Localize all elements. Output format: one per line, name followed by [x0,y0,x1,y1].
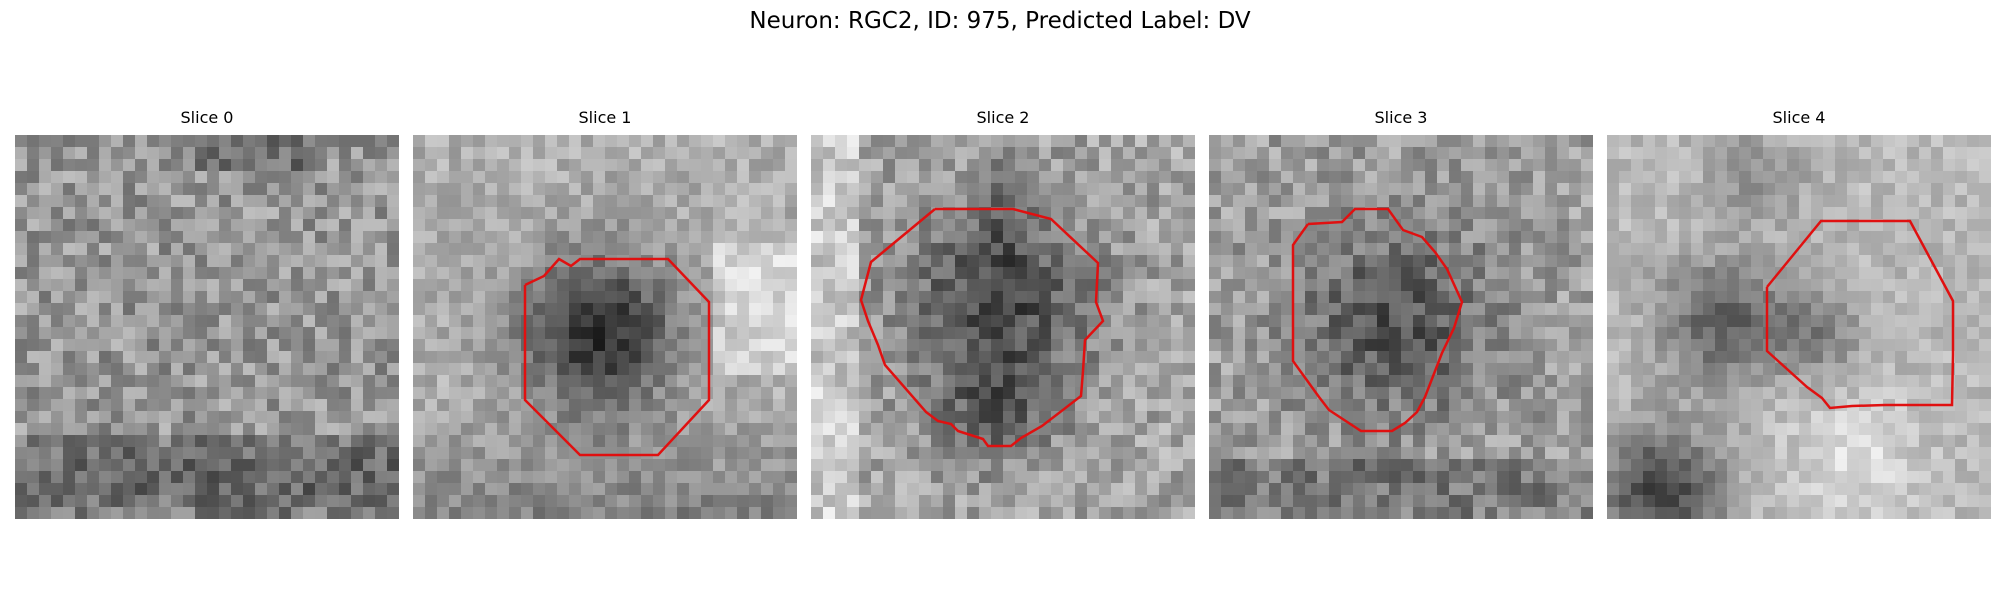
slice-image [1607,135,1991,519]
figure-title: Neuron: RGC2, ID: 975, Predicted Label: … [749,8,1251,34]
microscopy-slice-image [811,135,1195,519]
roi-contour [1291,207,1464,433]
slice-title: Slice 2 [976,108,1030,127]
slice-title: Slice 0 [180,108,234,127]
microscopy-slice-image [1607,135,1991,519]
slice-title: Slice 4 [1772,108,1826,127]
microscopy-slice-image [1209,135,1593,519]
slice-title: Slice 3 [1374,108,1428,127]
slice-image [1209,135,1593,519]
microscopy-slice-image [15,135,399,519]
roi-contour [859,207,1105,448]
slice-image [811,135,1195,519]
slice-image [15,135,399,519]
roi-contour [523,257,711,457]
roi-contour [1765,219,1955,410]
slice-image [413,135,797,519]
slice-title: Slice 1 [578,108,632,127]
